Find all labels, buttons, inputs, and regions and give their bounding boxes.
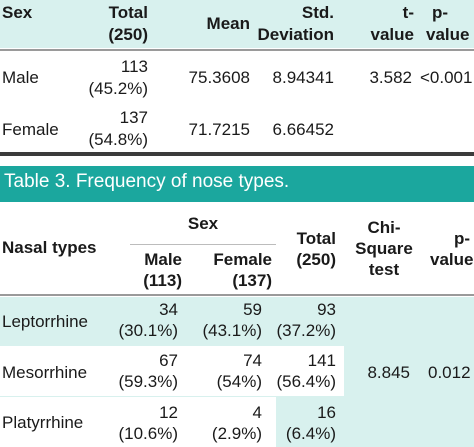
table3-row-platyrrhine-male-count: 12 [159, 403, 178, 422]
table2-row-female-total-count: 137 [119, 108, 148, 127]
table2-header-total-1: Total [108, 3, 148, 22]
table3-header-nasal-types: Nasal types [2, 238, 97, 257]
table2-row-female-mean: 71.7215 [188, 120, 250, 139]
table3-caption: Table 3. Frequency of nose types. [4, 171, 290, 192]
table3-row-mesorrhine-bg [0, 346, 344, 396]
table2-header-total-2: (250) [108, 25, 148, 44]
table3-row-mesorrhine-total-pct: (56.4%) [276, 372, 336, 391]
table3-row-platyrrhine-female-pct: (2.9%) [211, 424, 262, 443]
table3-row-platyrrhine-bg [0, 397, 276, 447]
table2-header-mean: Mean [206, 14, 250, 33]
table3-divider [0, 294, 474, 296]
table3-header-female-2: (137) [232, 271, 272, 290]
table3-header-male-1: Male [144, 250, 182, 269]
table2-header-std-2: Deviation [257, 25, 334, 44]
table3-header-row [0, 206, 474, 296]
table3-sex-underline [130, 244, 276, 245]
table3-row-platyrrhine-total-count: 16 [317, 403, 336, 422]
table3-header-chi-1: Chi- [367, 218, 401, 237]
table2-row-female-std: 6.66452 [272, 120, 334, 139]
table3-chi-square-value: 8.845 [367, 363, 410, 382]
table3-header-chi-2: Square [355, 239, 413, 258]
table2-row-male-t: 3.582 [369, 68, 412, 87]
table2-row-male-p: <0.001 [420, 68, 473, 87]
table3-header-male-2: (113) [143, 271, 182, 290]
table2-header-std-1: Std. [301, 3, 334, 22]
table3-row-mesorrhine-female-count: 74 [243, 351, 262, 370]
table3-row-mesorrhine-female-pct: (54%) [216, 372, 262, 391]
table3-row-leptorrhine-male-count: 34 [159, 300, 178, 319]
table3-row-leptorrhine-total-count: 93 [317, 300, 336, 319]
table2-header-p-1: p- [432, 3, 449, 22]
table3-header-p-1: p- [454, 229, 471, 248]
table3-row-platyrrhine-total-pct: (6.4%) [285, 424, 336, 443]
table3-row-leptorrhine-total-pct: (37.2%) [276, 321, 336, 340]
table3-header-female-1: Female [213, 250, 272, 269]
table3-row-mesorrhine-male-pct: (59.3%) [118, 372, 178, 391]
table3-header-sex: Sex [187, 214, 219, 233]
table3-caption-bar [0, 166, 474, 202]
table2-row-female-total-pct: (54.8%) [88, 130, 148, 149]
table3-row-platyrrhine-female-count: 4 [252, 403, 262, 422]
table3-row-platyrrhine-male-pct: (10.6%) [118, 424, 178, 443]
table2-row-male-std: 8.94341 [272, 68, 334, 87]
table2-header-p-2: value [426, 25, 470, 44]
table2-header-sex: Sex [2, 3, 33, 22]
table3-header-total-1: Total [296, 229, 336, 248]
table2-row-male-sex: Male [2, 68, 39, 87]
table3-row-mesorrhine-total-count: 141 [307, 351, 336, 370]
table3-row-leptorrhine-type: Leptorrhine [2, 312, 89, 331]
table3-header-chi-3: test [368, 260, 400, 279]
table3-header-p-2: value [430, 250, 474, 269]
table3-row-mesorrhine-male-count: 67 [159, 351, 178, 370]
table3-row-platyrrhine-type: Platyrrhine [2, 413, 84, 432]
table3-header-total-2: (250) [296, 250, 336, 269]
table2-row-male-total-pct: (45.2%) [88, 79, 148, 98]
table3-row-leptorrhine-female-count: 59 [243, 300, 262, 319]
table2-row-male-mean: 75.3608 [188, 68, 250, 87]
table2-divider [0, 49, 474, 51]
table2-bottom-border [0, 152, 474, 156]
table2-row-male-total-count: 113 [120, 57, 148, 76]
table3-p-value: 0.012 [428, 363, 471, 382]
table2-header-t-1: t- [402, 3, 414, 22]
table3-row-mesorrhine-type: Mesorrhine [2, 363, 88, 382]
table2-header-row [0, 0, 474, 48]
table3-row-leptorrhine-female-pct: (43.1%) [202, 321, 262, 340]
table2-row-female-sex: Female [2, 120, 59, 139]
table3-row-leptorrhine-male-pct: (30.1%) [118, 321, 178, 340]
table2-header-t-2: value [370, 25, 414, 44]
